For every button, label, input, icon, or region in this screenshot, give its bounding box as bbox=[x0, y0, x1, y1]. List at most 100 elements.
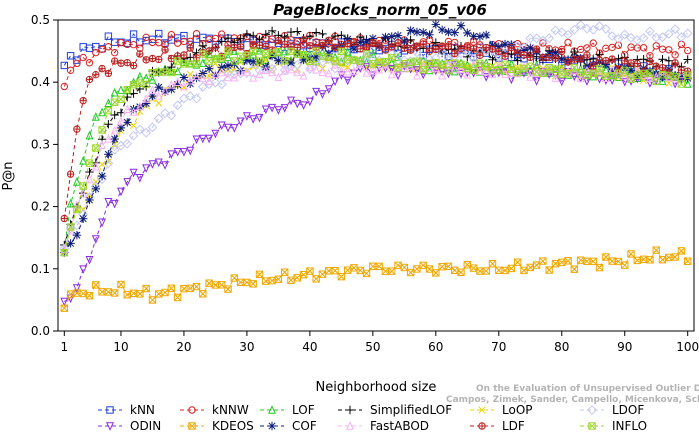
point-inflo-62 bbox=[444, 66, 453, 75]
series-line-fastabod bbox=[63, 63, 688, 250]
point-odin-31 bbox=[249, 115, 258, 124]
point-kdeos-77 bbox=[539, 257, 547, 265]
point-fastabod-17 bbox=[161, 86, 170, 95]
x-tick-label-100: 100 bbox=[676, 340, 699, 354]
series-loop bbox=[60, 56, 692, 256]
point-inflo-86 bbox=[595, 64, 604, 73]
point-cof-5 bbox=[85, 195, 94, 205]
point-ldf-82 bbox=[570, 55, 579, 63]
point-fastabod-37 bbox=[287, 64, 295, 74]
point-ldof-15 bbox=[147, 122, 158, 133]
point-ldof-78 bbox=[544, 33, 555, 44]
point-inflo-14 bbox=[142, 80, 150, 89]
point-fastabod-21 bbox=[186, 75, 195, 85]
point-kdeos-35 bbox=[274, 275, 283, 283]
series-line-lof bbox=[63, 50, 689, 250]
legend-marker-cof bbox=[267, 421, 277, 431]
point-fastabod-41 bbox=[312, 65, 321, 74]
point-inflo-94 bbox=[646, 69, 654, 77]
point-fastabod-24 bbox=[205, 76, 214, 85]
point-simplifiedlof-60 bbox=[431, 38, 441, 47]
point-kdeos-65 bbox=[463, 261, 472, 269]
point-lof-53 bbox=[387, 58, 396, 67]
point-ldf-3 bbox=[73, 125, 81, 133]
point-inflo-71 bbox=[501, 60, 509, 69]
point-ldof-19 bbox=[172, 100, 183, 111]
point-fastabod-6 bbox=[91, 161, 100, 171]
point-ldf-84 bbox=[583, 51, 591, 59]
point-ldf-18 bbox=[167, 54, 176, 63]
point-odin-39 bbox=[299, 101, 308, 110]
point-fastabod-4 bbox=[79, 188, 88, 198]
point-knn-2 bbox=[66, 52, 75, 60]
point-fastabod-66 bbox=[469, 59, 478, 69]
point-kdeos-63 bbox=[451, 266, 459, 275]
point-odin-4 bbox=[79, 265, 88, 274]
point-simplifiedlof-44 bbox=[330, 31, 340, 41]
point-inflo-68 bbox=[482, 62, 490, 71]
point-inflo-18 bbox=[167, 68, 176, 77]
point-knnw-6 bbox=[92, 48, 100, 57]
point-ldof-25 bbox=[210, 77, 221, 88]
point-fastabod-55 bbox=[400, 63, 409, 73]
point-loop-21 bbox=[186, 70, 194, 78]
point-odin-64 bbox=[457, 70, 465, 79]
point-ldf-78 bbox=[545, 53, 553, 62]
point-ldf-88 bbox=[608, 55, 616, 63]
point-ldof-86 bbox=[594, 21, 605, 32]
point-odin-79 bbox=[551, 71, 560, 80]
point-inflo-28 bbox=[230, 57, 239, 65]
point-simplifiedlof-33 bbox=[261, 30, 271, 39]
point-ldf-99 bbox=[677, 66, 686, 74]
point-inflo-93 bbox=[639, 69, 648, 78]
point-fastabod-8 bbox=[104, 134, 113, 143]
point-cof-71 bbox=[500, 39, 510, 49]
point-kdeos-51 bbox=[375, 262, 383, 271]
point-cof-55 bbox=[400, 36, 409, 46]
point-kdeos-40 bbox=[306, 267, 314, 275]
point-kdeos-17 bbox=[161, 288, 169, 297]
point-simplifiedlof-65 bbox=[463, 52, 472, 62]
point-kdeos-59 bbox=[425, 265, 434, 273]
point-odin-38 bbox=[293, 99, 302, 109]
point-ldf-67 bbox=[476, 51, 484, 59]
point-fastabod-38 bbox=[293, 67, 302, 77]
point-fastabod-44 bbox=[331, 60, 340, 69]
point-inflo-29 bbox=[236, 52, 245, 61]
point-ldof-26 bbox=[216, 79, 227, 90]
point-simplifiedlof-23 bbox=[198, 41, 208, 51]
point-odin-8 bbox=[104, 198, 113, 207]
point-lof-27 bbox=[224, 52, 233, 62]
point-ldf-51 bbox=[375, 41, 383, 49]
point-fastabod-12 bbox=[129, 107, 138, 116]
point-kdeos-27 bbox=[224, 285, 232, 293]
point-ldf-7 bbox=[98, 64, 106, 73]
point-inflo-100 bbox=[684, 71, 692, 79]
legend-label-simplifiedlof: SimplifiedLOF bbox=[370, 403, 452, 417]
point-simplifiedlof-100 bbox=[683, 55, 692, 64]
point-inflo-49 bbox=[362, 50, 371, 58]
point-inflo-6 bbox=[92, 144, 100, 152]
point-fastabod-82 bbox=[570, 65, 579, 75]
point-lof-63 bbox=[450, 66, 459, 76]
point-ldf-55 bbox=[400, 44, 409, 52]
point-cof-2 bbox=[66, 239, 75, 248]
point-ldf-73 bbox=[513, 49, 522, 57]
point-fastabod-11 bbox=[123, 104, 132, 113]
point-ldof-16 bbox=[153, 113, 164, 124]
point-odin-72 bbox=[507, 75, 516, 85]
legend-item-lof: LOF bbox=[260, 403, 315, 417]
point-lof-28 bbox=[230, 46, 239, 55]
point-kdeos-88 bbox=[608, 257, 616, 265]
point-kdeos-10 bbox=[117, 280, 125, 289]
point-ldf-95 bbox=[652, 62, 660, 70]
point-ldf-80 bbox=[558, 47, 566, 56]
point-ldof-8 bbox=[103, 158, 114, 169]
point-ldf-46 bbox=[343, 39, 352, 48]
point-lof-100 bbox=[683, 79, 692, 88]
point-fastabod-40 bbox=[305, 62, 314, 72]
point-inflo-2 bbox=[66, 223, 75, 231]
point-inflo-77 bbox=[539, 69, 547, 78]
point-inflo-85 bbox=[589, 69, 597, 77]
point-fastabod-32 bbox=[255, 69, 264, 79]
